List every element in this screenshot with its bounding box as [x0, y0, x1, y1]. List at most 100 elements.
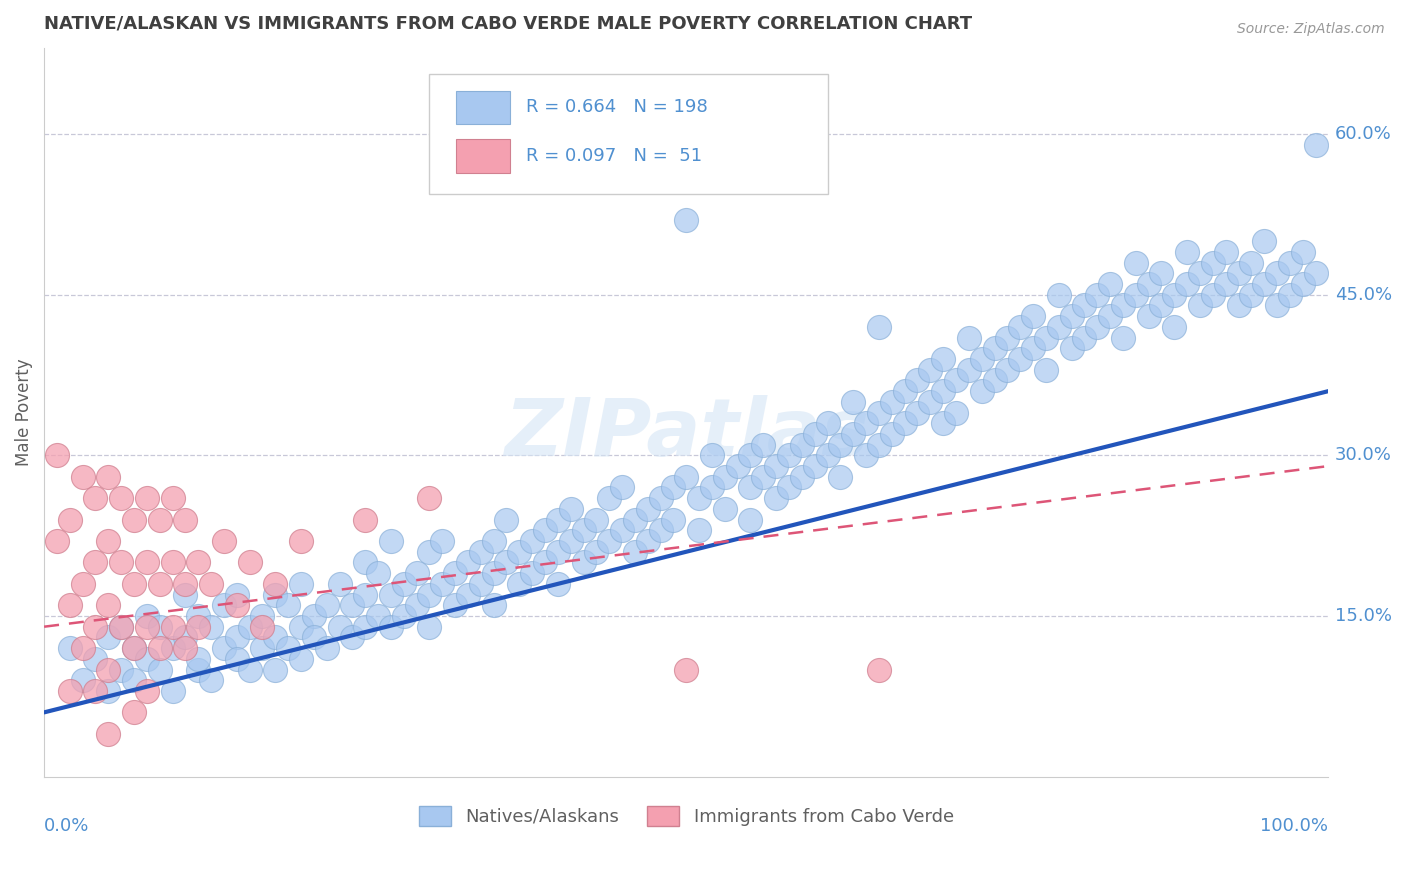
- Point: [1085, 287, 1108, 301]
- Point: [315, 599, 337, 613]
- Point: [122, 641, 145, 656]
- Point: [1035, 362, 1057, 376]
- Point: [790, 437, 813, 451]
- Point: [225, 599, 247, 613]
- Point: [405, 566, 427, 581]
- Point: [1240, 255, 1263, 269]
- Point: [1253, 277, 1275, 291]
- Point: [1125, 287, 1147, 301]
- Point: [59, 513, 82, 527]
- Point: [817, 449, 839, 463]
- Point: [97, 727, 120, 741]
- Point: [354, 556, 377, 570]
- Point: [174, 577, 197, 591]
- Point: [135, 556, 157, 570]
- Point: [418, 620, 440, 634]
- Point: [122, 706, 145, 720]
- Point: [1073, 330, 1095, 344]
- Point: [122, 641, 145, 656]
- Point: [547, 545, 569, 559]
- Point: [84, 684, 107, 698]
- Point: [72, 470, 94, 484]
- Point: [752, 437, 775, 451]
- Point: [1188, 298, 1211, 312]
- Point: [84, 620, 107, 634]
- Point: [187, 620, 209, 634]
- Point: [520, 566, 543, 581]
- Point: [1073, 298, 1095, 312]
- Point: [983, 341, 1005, 355]
- Point: [432, 577, 454, 591]
- Point: [277, 641, 299, 656]
- Point: [200, 620, 222, 634]
- Point: [392, 577, 415, 591]
- Point: [328, 620, 350, 634]
- Point: [187, 556, 209, 570]
- Point: [162, 684, 184, 698]
- Point: [1202, 287, 1225, 301]
- Point: [920, 362, 942, 376]
- Point: [174, 641, 197, 656]
- Point: [637, 534, 659, 549]
- Point: [97, 599, 120, 613]
- FancyBboxPatch shape: [429, 74, 828, 194]
- Point: [432, 534, 454, 549]
- Point: [830, 437, 852, 451]
- Point: [675, 663, 697, 677]
- Point: [740, 513, 762, 527]
- Point: [893, 416, 915, 430]
- Point: [418, 545, 440, 559]
- Point: [957, 362, 980, 376]
- Point: [610, 524, 633, 538]
- Point: [842, 426, 865, 441]
- Point: [367, 609, 389, 624]
- Point: [200, 673, 222, 688]
- Point: [970, 384, 993, 398]
- Point: [868, 663, 890, 677]
- Point: [162, 641, 184, 656]
- Point: [252, 641, 274, 656]
- Point: [945, 373, 967, 387]
- Point: [328, 577, 350, 591]
- Point: [547, 577, 569, 591]
- Point: [842, 394, 865, 409]
- Point: [855, 449, 877, 463]
- Point: [560, 502, 582, 516]
- Point: [675, 470, 697, 484]
- Text: NATIVE/ALASKAN VS IMMIGRANTS FROM CABO VERDE MALE POVERTY CORRELATION CHART: NATIVE/ALASKAN VS IMMIGRANTS FROM CABO V…: [44, 15, 972, 33]
- Point: [110, 491, 132, 506]
- Point: [239, 620, 262, 634]
- Point: [803, 459, 825, 474]
- Point: [650, 491, 672, 506]
- Point: [110, 556, 132, 570]
- Point: [1188, 266, 1211, 280]
- Point: [714, 502, 737, 516]
- Point: [457, 588, 479, 602]
- Point: [700, 449, 723, 463]
- Point: [920, 394, 942, 409]
- Point: [970, 351, 993, 366]
- Point: [135, 609, 157, 624]
- Text: 45.0%: 45.0%: [1334, 285, 1392, 304]
- Point: [277, 599, 299, 613]
- Point: [187, 652, 209, 666]
- Point: [508, 545, 530, 559]
- Point: [1253, 234, 1275, 248]
- Point: [418, 491, 440, 506]
- Point: [868, 319, 890, 334]
- Point: [1125, 255, 1147, 269]
- Point: [149, 663, 172, 677]
- Point: [495, 513, 517, 527]
- Point: [290, 577, 312, 591]
- Point: [1227, 266, 1250, 280]
- Point: [765, 491, 787, 506]
- Y-axis label: Male Poverty: Male Poverty: [15, 359, 32, 467]
- Point: [778, 481, 800, 495]
- Point: [1265, 266, 1288, 280]
- Point: [855, 416, 877, 430]
- Point: [149, 620, 172, 634]
- Point: [957, 330, 980, 344]
- Point: [1215, 277, 1237, 291]
- Point: [1175, 277, 1198, 291]
- Point: [817, 416, 839, 430]
